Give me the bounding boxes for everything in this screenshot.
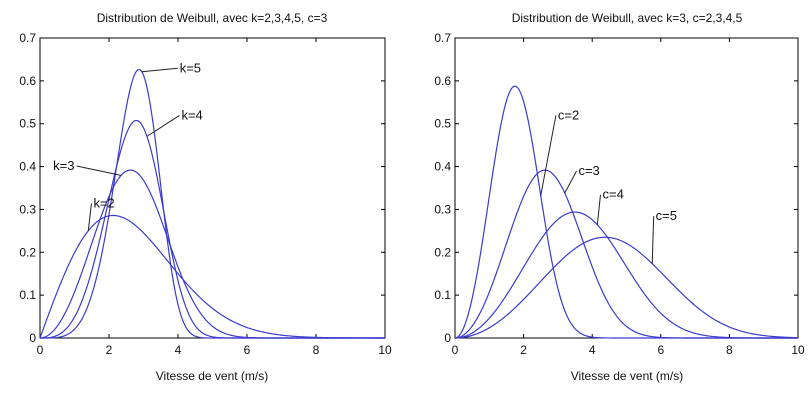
- y-tick-label: 0.6: [434, 74, 451, 88]
- y-tick-label: 0.1: [434, 288, 451, 302]
- series-label: k=2: [93, 195, 114, 210]
- x-tick-label: 6: [657, 343, 664, 357]
- chart-left-curves: [39, 68, 386, 339]
- series-line-k5: [40, 68, 385, 339]
- series-label: k=3: [53, 158, 74, 173]
- series-line-c2: [454, 85, 798, 339]
- x-tick-label: 10: [378, 343, 392, 357]
- y-tick-label: 0.4: [19, 160, 36, 174]
- chart-left-xticks: 0 2 4 6 8 10: [37, 38, 392, 357]
- x-tick-label: 2: [106, 343, 113, 357]
- y-tick-label: 0.7: [434, 31, 451, 45]
- x-tick-label: 10: [791, 343, 805, 357]
- series-leader-line: [87, 203, 92, 231]
- chart-left: Distribution de Weibull, avec k=2,3,4,5,…: [19, 11, 392, 383]
- y-tick-label: 0.1: [19, 288, 36, 302]
- series-label: c=4: [602, 187, 623, 202]
- chart-left-xlabel: Vitesse de vent (m/s): [156, 369, 269, 383]
- y-tick-label: 0.3: [434, 202, 451, 216]
- series-leader-line: [146, 115, 180, 137]
- series-label: k=5: [180, 60, 201, 75]
- y-tick-label: 0.2: [19, 245, 36, 259]
- chart-right-yticks: 0 0.1 0.2 0.3 0.4 0.5 0.6 0.7: [434, 31, 798, 345]
- chart-left-annotations: k=2 k=3 k=4 k=5: [53, 60, 203, 231]
- chart-right-frame: [454, 37, 799, 339]
- y-tick-label: 0.5: [19, 117, 36, 131]
- series-label: c=3: [578, 163, 599, 178]
- series-leader-line: [141, 67, 178, 73]
- series-leader-line: [76, 165, 122, 176]
- series-line-k3: [39, 169, 385, 339]
- x-tick-label: 6: [244, 343, 251, 357]
- chart-right-title: Distribution de Weibull, avec k=3, c=2,3…: [512, 11, 743, 25]
- chart-right-annotations: c=2 c=3c=4 c=5: [540, 107, 677, 264]
- y-tick-label: 0.3: [19, 202, 36, 216]
- y-tick-label: 0.6: [19, 74, 36, 88]
- series-label: c=5: [656, 208, 677, 223]
- series-line-k4: [40, 119, 385, 339]
- y-tick-label: 0.7: [19, 31, 36, 45]
- y-tick-label: 0.5: [434, 117, 451, 131]
- chart-right-xticks: 0 2 4 6 8 10: [452, 38, 805, 357]
- series-label: k=4: [181, 107, 202, 122]
- x-tick-label: 4: [175, 343, 182, 357]
- y-tick-label: 0.4: [434, 160, 451, 174]
- x-tick-label: 8: [726, 343, 733, 357]
- chart-left-yticks: 0 0.1 0.2 0.3 0.4 0.5 0.6 0.7: [19, 31, 385, 345]
- x-tick-label: 0: [37, 343, 44, 357]
- chart-right-xlabel: Vitesse de vent (m/s): [571, 369, 684, 383]
- series-leader-line: [564, 170, 577, 194]
- series-label: c=2: [558, 107, 579, 122]
- x-tick-label: 4: [589, 343, 596, 357]
- y-tick-label: 0.2: [434, 245, 451, 259]
- series-line-c4: [454, 211, 798, 339]
- x-tick-label: 2: [520, 343, 527, 357]
- chart-right-curves: [454, 85, 799, 339]
- series-leader-line: [651, 216, 655, 264]
- chart-left-title: Distribution de Weibull, avec k=2,3,4,5,…: [97, 11, 328, 25]
- y-tick-label: 0: [29, 331, 36, 345]
- series-leader-line: [596, 194, 601, 225]
- series-line-k2: [39, 214, 386, 339]
- series-line-c3: [454, 169, 798, 339]
- x-tick-label: 0: [452, 343, 459, 357]
- series-line-c5: [454, 236, 799, 339]
- y-tick-label: 0: [444, 331, 451, 345]
- chart-right: Distribution de Weibull, avec k=3, c=2,3…: [434, 11, 805, 383]
- series-leader-line: [540, 115, 557, 196]
- x-tick-label: 8: [313, 343, 320, 357]
